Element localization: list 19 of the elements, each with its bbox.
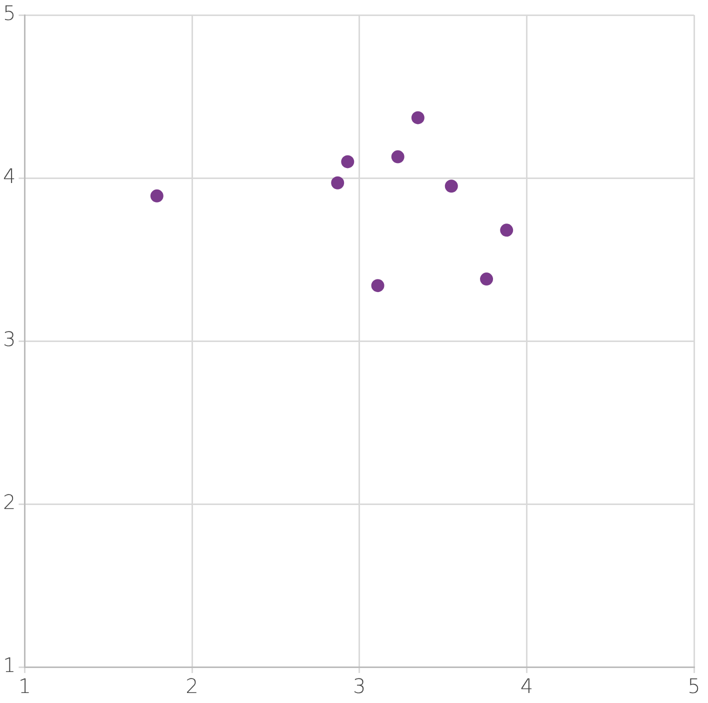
x-tick-label: 4 <box>520 674 534 698</box>
y-tick-label: 2 <box>2 490 16 514</box>
x-tick-label: 2 <box>186 674 198 698</box>
point <box>391 150 404 164</box>
y-tick-label: 1 <box>2 653 16 678</box>
point <box>480 272 494 286</box>
point <box>444 180 458 193</box>
point <box>150 189 164 202</box>
x-tick-label: 3 <box>352 674 366 698</box>
y-tick-label: 4 <box>2 164 16 188</box>
y-tick-label: 3 <box>2 327 16 352</box>
x-tick-label: 1 <box>18 674 32 698</box>
x-tick-label: 5 <box>688 674 700 698</box>
point <box>371 279 384 292</box>
y-tick-label: 5 <box>2 1 16 26</box>
point <box>331 176 344 190</box>
point <box>500 224 514 237</box>
point <box>341 155 354 168</box>
point <box>411 111 424 124</box>
